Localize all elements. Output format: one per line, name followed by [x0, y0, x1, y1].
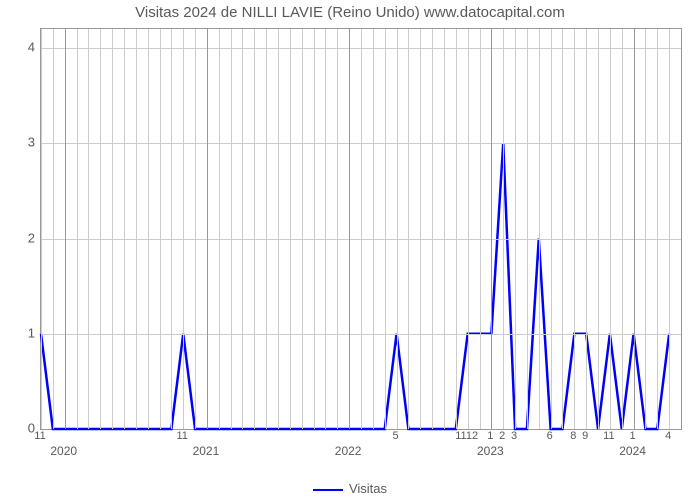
grid-line-v: [515, 29, 516, 429]
y-tick-label: 2: [5, 230, 35, 245]
grid-line-v: [41, 29, 42, 429]
grid-line-v: [77, 29, 78, 429]
grid-line-v: [314, 29, 315, 429]
y-tick-label: 3: [5, 135, 35, 150]
x-month-label: 2: [499, 430, 505, 442]
grid-line-v: [634, 29, 635, 429]
grid-line-v: [491, 29, 492, 429]
y-tick-label: 1: [5, 325, 35, 340]
grid-line-v: [456, 29, 457, 429]
x-month-label: 4: [665, 430, 671, 442]
x-month-label: 11: [177, 430, 188, 442]
grid-line-v: [373, 29, 374, 429]
grid-line-v: [112, 29, 113, 429]
grid-line-v: [266, 29, 267, 429]
grid-line-v: [100, 29, 101, 429]
x-month-label: 1112: [455, 430, 478, 442]
grid-line-v: [337, 29, 338, 429]
grid-line-v: [562, 29, 563, 429]
grid-line-v: [361, 29, 362, 429]
x-month-label: 6: [547, 430, 553, 442]
grid-line-v: [397, 29, 398, 429]
x-year-label: 2021: [193, 444, 220, 458]
grid-line-v: [88, 29, 89, 429]
grid-line-v: [385, 29, 386, 429]
grid-line-v: [657, 29, 658, 429]
plot-area: [40, 28, 682, 430]
grid-line-v: [622, 29, 623, 429]
x-year-label: 2024: [619, 444, 646, 458]
grid-line-v: [148, 29, 149, 429]
x-month-label: 3: [511, 430, 517, 442]
grid-line-v: [480, 29, 481, 429]
grid-line-v: [136, 29, 137, 429]
x-month-label: 1: [630, 430, 636, 442]
x-year-label: 2020: [50, 444, 77, 458]
x-month-label: 9: [582, 430, 588, 442]
grid-line-v: [290, 29, 291, 429]
grid-line-v: [242, 29, 243, 429]
grid-line-v: [278, 29, 279, 429]
legend-line-sample: [313, 489, 343, 491]
chart-container: Visitas 2024 de NILLI LAVIE (Reino Unido…: [0, 0, 700, 500]
y-tick-label: 0: [5, 421, 35, 436]
grid-line-v: [468, 29, 469, 429]
grid-line-v: [325, 29, 326, 429]
grid-line-v: [254, 29, 255, 429]
grid-line-v: [645, 29, 646, 429]
grid-line-v: [610, 29, 611, 429]
grid-line-v: [574, 29, 575, 429]
grid-line-v: [195, 29, 196, 429]
x-month-label: 8: [570, 430, 576, 442]
grid-line-v: [160, 29, 161, 429]
grid-line-v: [444, 29, 445, 429]
grid-line-v: [124, 29, 125, 429]
x-year-label: 2022: [335, 444, 362, 458]
x-year-label: 2023: [477, 444, 504, 458]
grid-line-v: [219, 29, 220, 429]
grid-line-v: [65, 29, 66, 429]
grid-line-v: [207, 29, 208, 429]
legend-label: Visitas: [349, 481, 387, 496]
grid-line-v: [598, 29, 599, 429]
x-month-label: 1: [487, 430, 493, 442]
grid-line-v: [183, 29, 184, 429]
y-tick-label: 4: [5, 40, 35, 55]
grid-line-v: [539, 29, 540, 429]
grid-line-v: [527, 29, 528, 429]
grid-line-v: [349, 29, 350, 429]
legend: Visitas: [0, 481, 700, 496]
grid-line-v: [551, 29, 552, 429]
grid-line-v: [408, 29, 409, 429]
grid-line-v: [302, 29, 303, 429]
grid-line-v: [420, 29, 421, 429]
grid-line-v: [171, 29, 172, 429]
grid-line-v: [669, 29, 670, 429]
grid-line-v: [432, 29, 433, 429]
grid-line-v: [503, 29, 504, 429]
grid-line-v: [586, 29, 587, 429]
x-month-label: 11: [603, 430, 614, 442]
chart-title: Visitas 2024 de NILLI LAVIE (Reino Unido…: [0, 4, 700, 21]
grid-line-v: [231, 29, 232, 429]
x-month-label: 11: [34, 430, 45, 442]
grid-line-v: [53, 29, 54, 429]
x-month-label: 5: [392, 430, 398, 442]
